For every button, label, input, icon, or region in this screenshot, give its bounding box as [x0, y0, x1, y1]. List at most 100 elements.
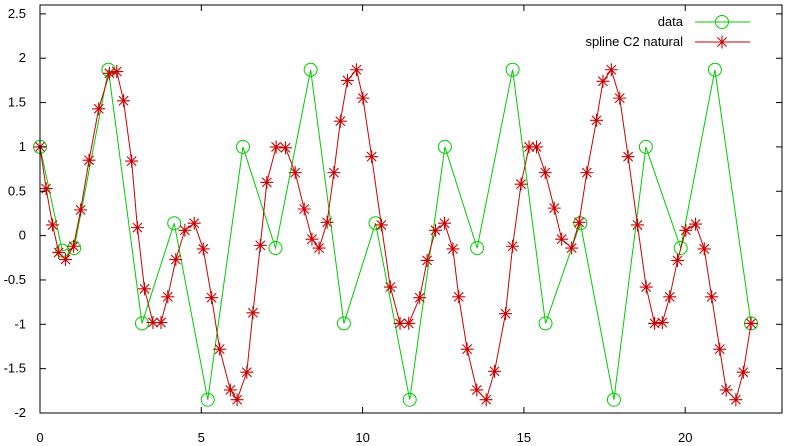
data-point: [230, 393, 244, 407]
data-point: [506, 239, 520, 253]
data-point: [74, 203, 88, 217]
data-point: [297, 202, 311, 216]
data-point: [312, 241, 326, 255]
y-tick-label: -2: [14, 405, 26, 420]
data-point: [383, 280, 397, 294]
data-point: [499, 307, 513, 321]
data-point: [196, 242, 210, 256]
data-point: [697, 242, 711, 256]
data-point: [67, 239, 81, 253]
data-point: [736, 365, 750, 379]
data-point: [655, 316, 669, 330]
data-point: [470, 383, 484, 397]
data-point: [288, 166, 302, 180]
data-point: [670, 253, 684, 267]
data-point: [213, 342, 227, 356]
x-tick-label: 15: [517, 430, 531, 445]
data-point: [729, 393, 743, 407]
data-point: [260, 175, 274, 189]
data-point: [393, 316, 407, 330]
data-point: [596, 74, 610, 88]
data-point: [538, 166, 552, 180]
axis-layer: -2 -1.5 -1 -0.5 0 0.5 1 1.5 2 2.5 0 5 10 15 20: [4, 5, 782, 445]
data-point: [420, 253, 434, 267]
data-point: [205, 291, 219, 305]
data-point: [529, 140, 543, 154]
data-point: [102, 66, 116, 80]
data-point: [547, 201, 561, 215]
data-point: [606, 392, 621, 407]
data-point: [340, 73, 354, 87]
series-line: [39, 69, 752, 400]
data-point: [555, 232, 569, 246]
data-point: [327, 166, 341, 180]
data-point: [707, 62, 722, 77]
data-point: [663, 290, 677, 304]
y-tick-label: -1.5: [4, 361, 26, 376]
data-point: [356, 91, 370, 105]
data-point: [187, 216, 201, 230]
data-point: [240, 365, 254, 379]
data-point: [689, 217, 703, 231]
data-point: [279, 141, 293, 155]
data-point: [705, 290, 719, 304]
data-point: [590, 113, 603, 127]
data-point: [638, 139, 653, 154]
data-point: [446, 242, 460, 256]
data-point: [125, 154, 139, 168]
data-point: [438, 216, 452, 230]
y-tick-label: 0: [19, 228, 26, 243]
legend-marker: [715, 15, 729, 29]
data-point: [134, 316, 149, 331]
data-point: [538, 316, 553, 331]
data-point: [452, 290, 466, 304]
data-point: [470, 241, 485, 256]
data-point: [82, 153, 96, 167]
data-point: [365, 150, 379, 164]
y-tick-label: -1: [14, 316, 26, 331]
data-point: [200, 392, 215, 407]
data-point: [514, 177, 528, 191]
data-point: [479, 393, 493, 407]
data-point: [178, 223, 192, 237]
data-point: [565, 241, 579, 255]
x-tick-label: 5: [198, 430, 205, 445]
data-point: [522, 140, 536, 154]
data-point: [167, 216, 182, 231]
data-point: [368, 216, 383, 231]
y-tick-label: -0.5: [4, 272, 26, 287]
data-point: [269, 140, 283, 154]
data-point: [154, 316, 168, 330]
data-point: [303, 62, 318, 77]
data-point: [630, 218, 644, 232]
data-point: [246, 306, 260, 320]
data-point: [437, 139, 452, 154]
y-tick-label: 1: [19, 139, 26, 154]
data-point: [253, 238, 267, 252]
data-point: [305, 232, 319, 246]
data-point: [572, 215, 586, 229]
data-point: [402, 392, 417, 407]
data-point: [161, 290, 175, 304]
data-point: [46, 218, 60, 232]
series-line: [39, 68, 752, 401]
data-point: [39, 182, 53, 196]
data-point: [713, 342, 727, 356]
y-tick-label: 2: [19, 50, 26, 65]
legend: data spline C2 natural: [585, 14, 750, 49]
data-point: [146, 316, 160, 330]
data-point: [169, 253, 183, 267]
data-point: [117, 94, 131, 108]
x-tick-label: 20: [678, 430, 692, 445]
plot-frame: [39, 4, 783, 414]
x-tick-label: 10: [355, 430, 369, 445]
data-point: [639, 280, 653, 294]
data-point: [505, 62, 520, 77]
data-point: [320, 215, 334, 229]
data-point: [679, 223, 693, 237]
data-point: [333, 114, 347, 128]
data-point: [719, 383, 733, 397]
data-point: [413, 291, 427, 305]
